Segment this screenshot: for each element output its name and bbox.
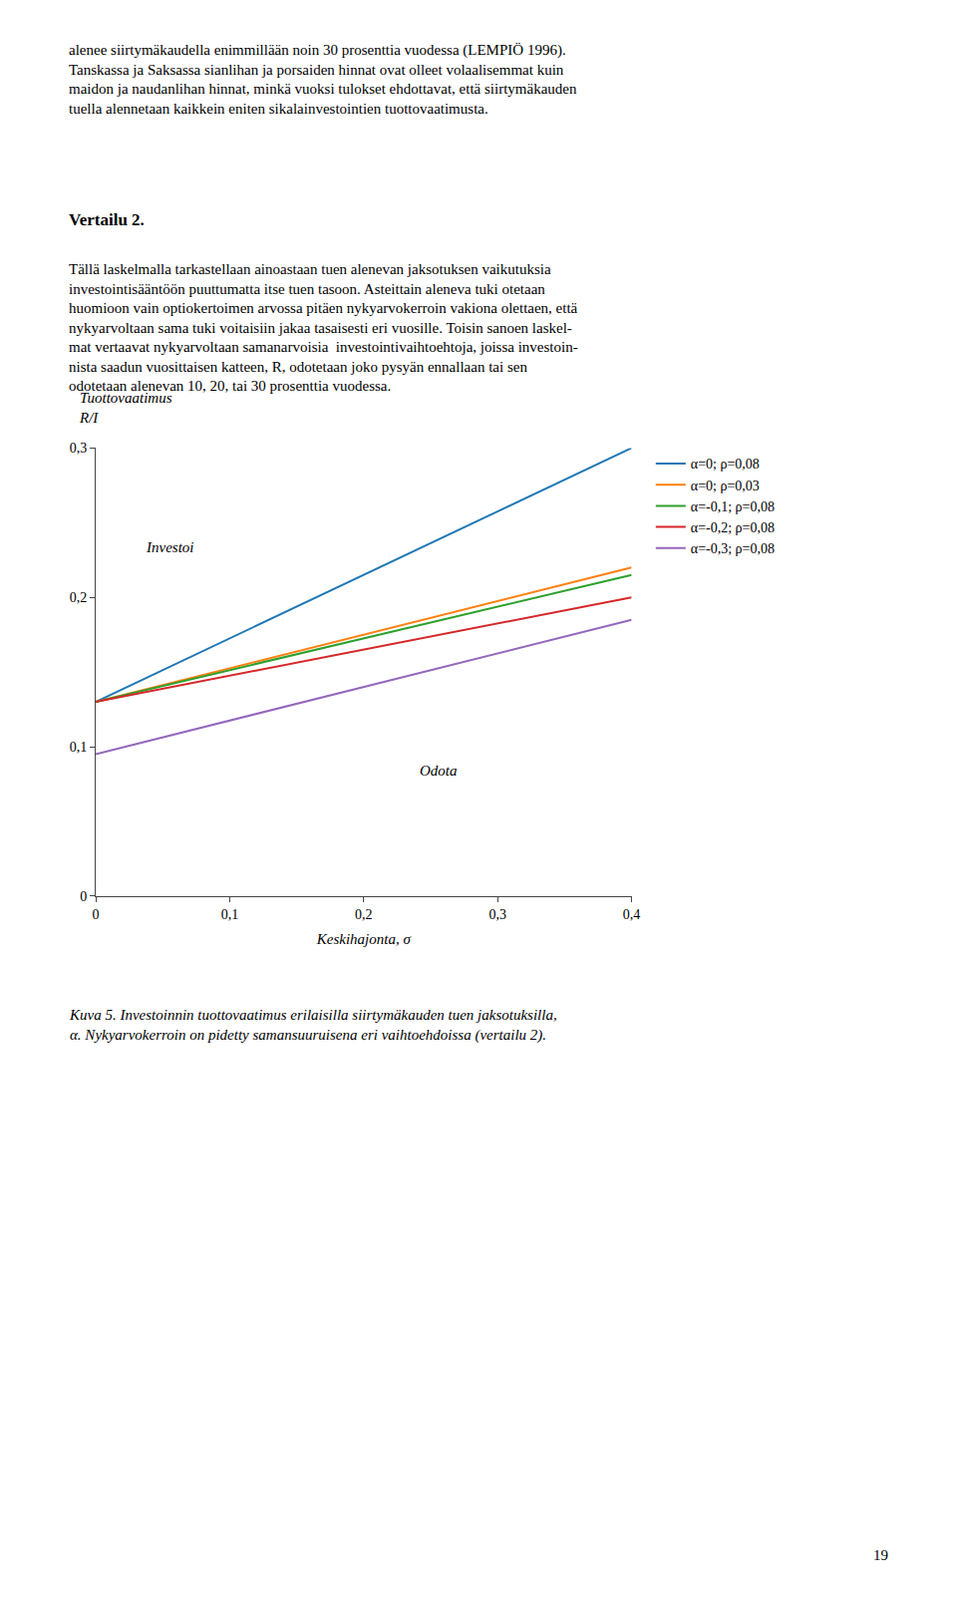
svg-text:Odota: Odota — [419, 762, 458, 779]
svg-text:Kuva 5. Investoinnin tuottovaa: Kuva 5. Investoinnin tuottovaatimus eril… — [68, 1006, 558, 1044]
svg-text:Vertailu 2.: Vertailu 2. — [68, 210, 145, 230]
svg-text:Investoi: Investoi — [145, 539, 194, 556]
svg-text:α=-0,3; ρ=0,08: α=-0,3; ρ=0,08 — [690, 541, 775, 557]
svg-text:alenee siirtymäkaudella enimmi: alenee siirtymäkaudella enimmillään noin… — [68, 41, 578, 117]
svg-text:Tällä laskelmalla tarkastellaa: Tällä laskelmalla tarkastellaan ainoasta… — [68, 261, 579, 394]
svg-text:19: 19 — [873, 1547, 889, 1564]
svg-text:0,4: 0,4 — [623, 907, 641, 923]
svg-text:0,1: 0,1 — [69, 739, 88, 755]
svg-text:0,3: 0,3 — [69, 440, 88, 456]
svg-text:0,2: 0,2 — [69, 590, 88, 606]
svg-text:Keskihajonta, σ: Keskihajonta, σ — [316, 931, 412, 948]
svg-text:0: 0 — [79, 889, 87, 905]
svg-text:α=0; ρ=0,08: α=0; ρ=0,08 — [690, 456, 760, 472]
svg-text:0: 0 — [92, 907, 100, 923]
svg-text:α=0; ρ=0,03: α=0; ρ=0,03 — [690, 478, 760, 494]
svg-text:α=-0,2; ρ=0,08: α=-0,2; ρ=0,08 — [690, 520, 775, 536]
svg-text:TuottovaatimusR/I: TuottovaatimusR/I — [78, 389, 173, 426]
svg-text:α=-0,1; ρ=0,08: α=-0,1; ρ=0,08 — [690, 499, 775, 515]
svg-text:0,2: 0,2 — [354, 907, 373, 923]
svg-text:0,1: 0,1 — [221, 907, 240, 923]
svg-text:0,3: 0,3 — [488, 907, 507, 923]
